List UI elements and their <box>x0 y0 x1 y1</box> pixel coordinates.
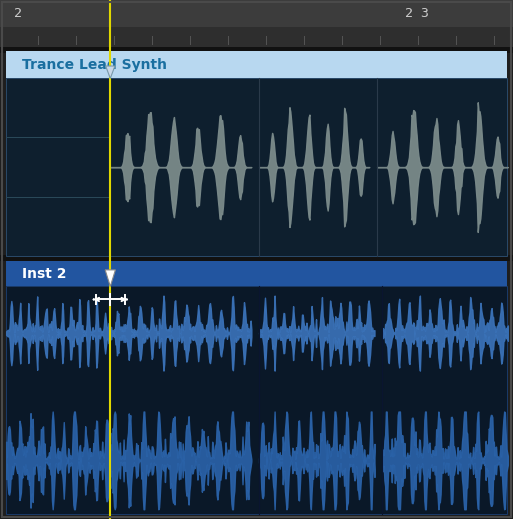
Bar <box>6 78 507 256</box>
Bar <box>6 261 507 286</box>
Text: Inst 2: Inst 2 <box>22 267 66 280</box>
Polygon shape <box>105 270 115 286</box>
Bar <box>0 255 513 261</box>
Polygon shape <box>106 66 115 78</box>
Bar <box>0 27 513 47</box>
Text: Trance Lead Synth: Trance Lead Synth <box>22 58 167 72</box>
Bar <box>6 51 507 78</box>
Bar <box>6 286 507 514</box>
Text: 2 3: 2 3 <box>405 7 429 20</box>
Bar <box>0 47 513 53</box>
Text: 2: 2 <box>14 7 23 20</box>
Bar <box>0 0 513 27</box>
